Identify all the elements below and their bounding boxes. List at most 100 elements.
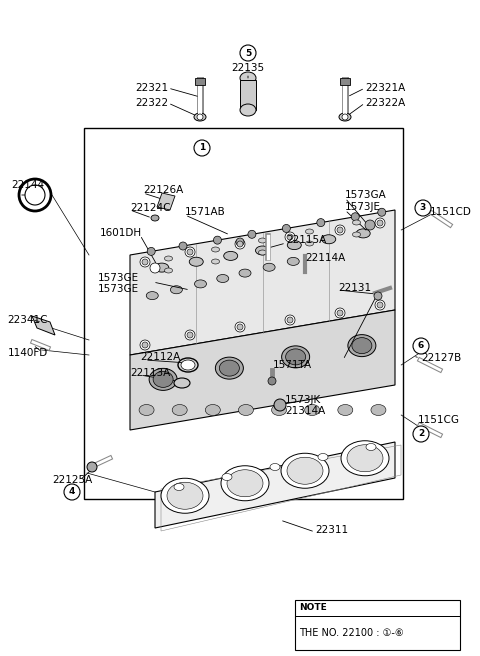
Circle shape (285, 315, 295, 325)
Circle shape (237, 324, 243, 330)
Ellipse shape (287, 257, 299, 266)
Circle shape (64, 484, 80, 500)
Text: 1151CD: 1151CD (430, 207, 472, 217)
Circle shape (282, 224, 290, 232)
Text: 22112A: 22112A (140, 352, 180, 362)
Text: 22321: 22321 (135, 83, 168, 93)
Circle shape (25, 185, 45, 205)
Text: 5: 5 (245, 49, 251, 58)
Bar (195, 78, 205, 85)
Circle shape (140, 340, 150, 350)
Ellipse shape (212, 259, 219, 264)
Text: 22114A: 22114A (305, 253, 345, 263)
Ellipse shape (282, 346, 310, 368)
Text: 22113A: 22113A (130, 368, 170, 378)
Text: 1: 1 (199, 144, 205, 152)
Circle shape (365, 220, 375, 230)
Ellipse shape (352, 232, 360, 237)
Text: 22124C: 22124C (130, 203, 170, 213)
Ellipse shape (305, 229, 313, 234)
Circle shape (351, 213, 359, 221)
Text: THE NO. 22100 : ①-⑥: THE NO. 22100 : ①-⑥ (299, 628, 404, 638)
Polygon shape (157, 193, 175, 210)
Bar (295, 600, 460, 650)
Ellipse shape (259, 250, 266, 255)
Ellipse shape (227, 470, 263, 497)
Text: 22135: 22135 (231, 63, 264, 73)
Ellipse shape (174, 378, 190, 388)
Text: 22311: 22311 (315, 525, 348, 535)
Ellipse shape (205, 405, 220, 415)
Text: 22341C: 22341C (8, 315, 48, 325)
Ellipse shape (281, 453, 329, 488)
Ellipse shape (348, 335, 376, 357)
Ellipse shape (240, 72, 256, 84)
Ellipse shape (255, 246, 269, 255)
Ellipse shape (338, 405, 353, 415)
Text: 1571TA: 1571TA (273, 360, 312, 370)
Text: 1571AB: 1571AB (185, 207, 226, 217)
Ellipse shape (174, 483, 184, 491)
Ellipse shape (286, 349, 306, 365)
Text: 22126A: 22126A (143, 185, 183, 195)
Ellipse shape (366, 443, 376, 451)
Circle shape (187, 332, 193, 338)
Circle shape (236, 238, 244, 246)
Circle shape (87, 462, 97, 472)
Text: 22144: 22144 (12, 180, 45, 190)
Circle shape (268, 377, 276, 385)
Circle shape (287, 234, 293, 240)
Ellipse shape (161, 478, 209, 513)
Text: 22321A: 22321A (365, 83, 405, 93)
Ellipse shape (318, 453, 328, 461)
Circle shape (274, 399, 286, 411)
Circle shape (19, 179, 51, 211)
Text: 22322: 22322 (135, 98, 168, 108)
Circle shape (150, 263, 160, 273)
Ellipse shape (287, 457, 323, 484)
Bar (84, 128, 403, 499)
Circle shape (375, 218, 385, 228)
Ellipse shape (181, 360, 195, 370)
Text: 4: 4 (69, 487, 75, 497)
Circle shape (248, 230, 256, 238)
Circle shape (140, 257, 150, 267)
Text: 1601DH: 1601DH (100, 228, 142, 238)
Ellipse shape (352, 220, 360, 225)
Circle shape (147, 247, 155, 255)
Ellipse shape (146, 292, 158, 300)
Ellipse shape (216, 357, 243, 379)
Circle shape (377, 220, 383, 226)
Circle shape (415, 200, 431, 216)
Ellipse shape (155, 263, 169, 272)
Circle shape (240, 45, 256, 61)
Text: 6: 6 (418, 342, 424, 350)
Ellipse shape (165, 268, 172, 273)
Ellipse shape (347, 445, 383, 472)
Circle shape (194, 140, 210, 156)
Ellipse shape (288, 241, 301, 249)
Ellipse shape (153, 371, 173, 388)
Text: 1573GA: 1573GA (345, 190, 387, 200)
Circle shape (378, 208, 386, 216)
Ellipse shape (305, 241, 313, 246)
Ellipse shape (270, 464, 280, 470)
Ellipse shape (212, 247, 219, 252)
Text: 22115A: 22115A (286, 235, 326, 245)
Circle shape (185, 330, 195, 340)
Polygon shape (130, 210, 395, 355)
Ellipse shape (172, 405, 187, 415)
Text: 3: 3 (420, 203, 426, 213)
Ellipse shape (239, 269, 251, 277)
Circle shape (142, 342, 148, 348)
Ellipse shape (189, 257, 203, 266)
Circle shape (342, 114, 348, 120)
Text: 1573JE: 1573JE (345, 202, 381, 212)
Text: 22131: 22131 (338, 283, 371, 293)
Circle shape (413, 338, 429, 354)
Text: 22125A: 22125A (52, 475, 92, 485)
Polygon shape (155, 442, 395, 528)
Ellipse shape (222, 474, 232, 480)
Ellipse shape (224, 251, 238, 260)
Ellipse shape (371, 405, 386, 415)
